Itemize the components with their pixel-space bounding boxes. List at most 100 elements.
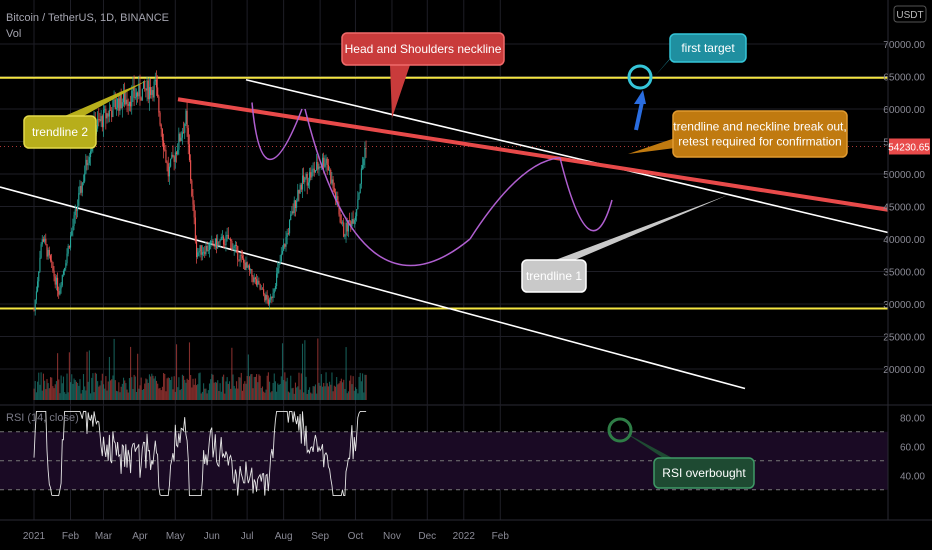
candle-body xyxy=(200,245,202,255)
volume-bar xyxy=(299,389,301,400)
volume-bar xyxy=(84,386,86,400)
price-tick-label: 70000.00 xyxy=(883,40,925,51)
time-axis: 2021 Feb Mar Apr May Jun Jul Aug Sep Oct Nov Dec 202… xyxy=(0,519,932,542)
volume-bar xyxy=(327,386,329,400)
candle-body xyxy=(321,157,324,167)
candle-body xyxy=(237,245,239,260)
volume-bar xyxy=(94,372,96,400)
volume-bar xyxy=(111,379,113,400)
candle-body xyxy=(154,79,156,82)
candle-body xyxy=(121,102,123,108)
volume-bar xyxy=(38,372,40,400)
breakout-callout-text: trendline and neckline break out, xyxy=(673,120,846,134)
candle-body xyxy=(300,184,302,190)
candle-body xyxy=(68,245,70,248)
volume-bar xyxy=(336,377,338,400)
candle-body xyxy=(239,255,241,261)
candle-body xyxy=(338,206,340,215)
volume-bar xyxy=(62,376,65,400)
volume-bar xyxy=(148,374,150,400)
trendline-1-lower xyxy=(0,186,746,390)
candle-body xyxy=(314,170,317,173)
currency-badge[interactable] xyxy=(893,5,927,23)
rsi-circle xyxy=(607,417,633,443)
candle-body xyxy=(144,81,146,89)
candle-body xyxy=(46,244,48,257)
volume-bar xyxy=(174,391,176,400)
candle-body xyxy=(251,269,253,277)
candle-body xyxy=(62,270,65,275)
candle-body xyxy=(153,81,155,98)
volume-bar xyxy=(185,382,187,400)
volume-bar xyxy=(53,388,55,400)
candle-body xyxy=(72,226,74,232)
candle-body xyxy=(221,236,223,238)
candle-body xyxy=(240,255,242,257)
volume-bar xyxy=(42,373,45,400)
volume-bar xyxy=(46,379,48,400)
volume-bar xyxy=(347,391,349,400)
left-shoulder-arc xyxy=(251,102,303,161)
volume-bar xyxy=(331,372,333,400)
candle-body xyxy=(155,79,158,88)
volume-bar xyxy=(130,346,132,400)
volume-bar xyxy=(181,374,183,400)
head-arc xyxy=(304,108,471,267)
volume-bar xyxy=(247,354,249,400)
volume-bar xyxy=(82,374,85,400)
candle-body xyxy=(278,263,280,269)
volume-bar xyxy=(180,388,182,400)
candle-body xyxy=(134,97,136,99)
rsi-tick-label: 40.00 xyxy=(900,471,925,482)
volume-bar xyxy=(338,383,340,400)
volume-bar xyxy=(325,372,327,400)
volume-bar xyxy=(360,381,362,400)
volume-bar xyxy=(195,385,198,400)
volume-bar xyxy=(167,377,169,400)
candle-body xyxy=(350,221,352,227)
candle-body xyxy=(364,148,366,160)
candle-body xyxy=(287,233,289,235)
candle-body xyxy=(271,296,273,298)
trendlines xyxy=(0,78,889,390)
volume-bar xyxy=(152,375,154,400)
volume-bar xyxy=(364,374,366,400)
trendline-2-upper xyxy=(245,78,889,234)
candle-body xyxy=(141,88,143,101)
candle-body xyxy=(86,159,88,166)
candle-body xyxy=(256,279,258,285)
volume-bar xyxy=(134,376,136,400)
candle-body xyxy=(138,83,140,97)
volume-bar xyxy=(92,373,94,400)
candle-body xyxy=(313,168,315,173)
volume-bar xyxy=(57,353,59,400)
volume-bar xyxy=(291,388,293,400)
volume-bar xyxy=(357,393,359,400)
candle-body xyxy=(325,158,327,164)
breakout-callout-box xyxy=(672,110,848,158)
volume-bar xyxy=(343,379,345,400)
candle-body xyxy=(233,246,235,249)
candle-body xyxy=(359,183,361,193)
candle-body xyxy=(358,192,360,200)
volume-bar xyxy=(171,376,173,400)
volume-bar xyxy=(78,385,80,400)
candle-body xyxy=(234,245,236,247)
volume-bar xyxy=(350,375,352,400)
candle-body xyxy=(307,182,309,186)
candle-body xyxy=(283,244,285,251)
candle-body xyxy=(125,99,127,105)
volume-bar xyxy=(271,391,273,400)
candle-body xyxy=(353,220,355,224)
volume-bar xyxy=(131,377,133,400)
volume-bar xyxy=(217,380,219,400)
volume-bar xyxy=(311,393,313,400)
rsi-overbought-callout-pointer xyxy=(624,432,676,460)
candle-body xyxy=(230,238,232,241)
volume-bar xyxy=(306,393,308,400)
candle-body xyxy=(151,90,153,95)
candle-body xyxy=(118,98,120,111)
volume-bar xyxy=(34,381,36,400)
candle-body xyxy=(114,99,116,109)
